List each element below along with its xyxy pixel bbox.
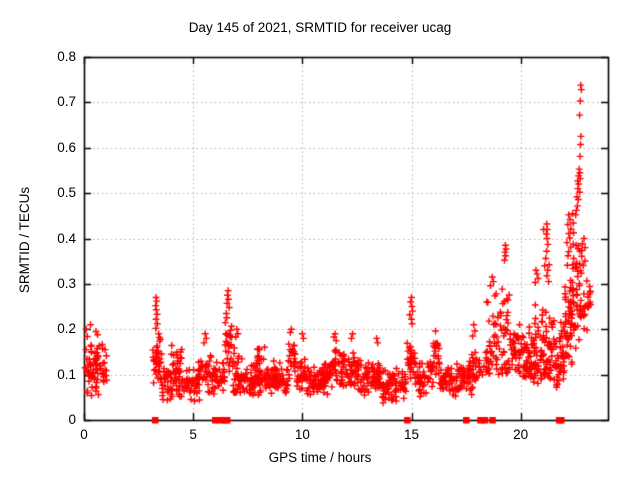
x-tick-label: 20 (513, 427, 529, 442)
y-tick-label: 0.3 (57, 275, 76, 291)
chart-title: Day 145 of 2021, SRMTID for receiver uca… (188, 20, 452, 35)
x-axis-label: GPS time / hours (268, 450, 372, 465)
y-tick-label: 0.8 (57, 49, 76, 64)
x-tick-label: 0 (80, 427, 88, 442)
y-tick-label: 0 (68, 412, 76, 427)
x-tick-label: 5 (189, 427, 197, 442)
y-tick-label: 0.6 (57, 139, 76, 155)
y-tick-label: 0.5 (57, 185, 76, 201)
x-tick-label: 10 (294, 427, 310, 442)
x-tick-label: 15 (403, 427, 420, 442)
y-tick-label: 0.2 (57, 321, 76, 337)
y-tick-label: 0.4 (57, 230, 76, 246)
y-tick-label: 0.1 (57, 366, 76, 382)
y-tick-label: 0.7 (57, 94, 76, 110)
